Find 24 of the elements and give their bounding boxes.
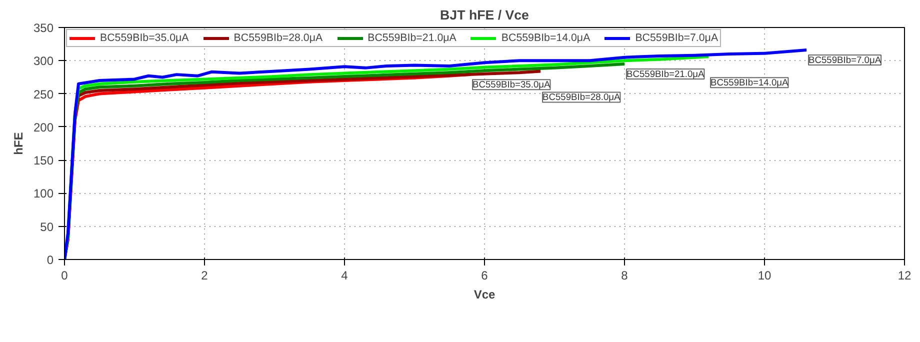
chart-title: BJT hFE / Vce <box>440 8 529 22</box>
x-tick-label: 2 <box>201 268 208 282</box>
legend-label: BC559BIb=35.0μA <box>100 32 189 44</box>
legend-label: BC559BIb=7.0μA <box>635 32 718 44</box>
y-tick-label: 250 <box>33 87 54 102</box>
x-tick-label: 6 <box>481 268 488 282</box>
y-tick-label: 200 <box>33 120 54 134</box>
y-tick-label: 0 <box>46 253 54 267</box>
x-tick-label: 4 <box>341 268 348 282</box>
y-axis-title: hFE <box>11 132 26 155</box>
legend-label: BC559BIb=21.0μA <box>368 32 456 44</box>
x-tick-label: 10 <box>758 268 772 282</box>
x-tick-label: 12 <box>898 268 912 282</box>
legend-label: BC559BIb=14.0μA <box>501 32 590 44</box>
y-tick-label: 50 <box>40 220 54 234</box>
line-series <box>64 48 808 260</box>
y-tick-label: 150 <box>33 154 54 168</box>
x-axis-title: Vce <box>474 288 496 302</box>
x-tick-label: 0 <box>61 268 68 282</box>
y-tick-label: 300 <box>33 54 54 68</box>
y-tick-label: 350 <box>33 21 54 35</box>
legend-label: BC559BIb=28.0μA <box>234 32 323 44</box>
y-tick-label: 100 <box>33 186 54 201</box>
x-tick-label: 8 <box>621 268 628 282</box>
